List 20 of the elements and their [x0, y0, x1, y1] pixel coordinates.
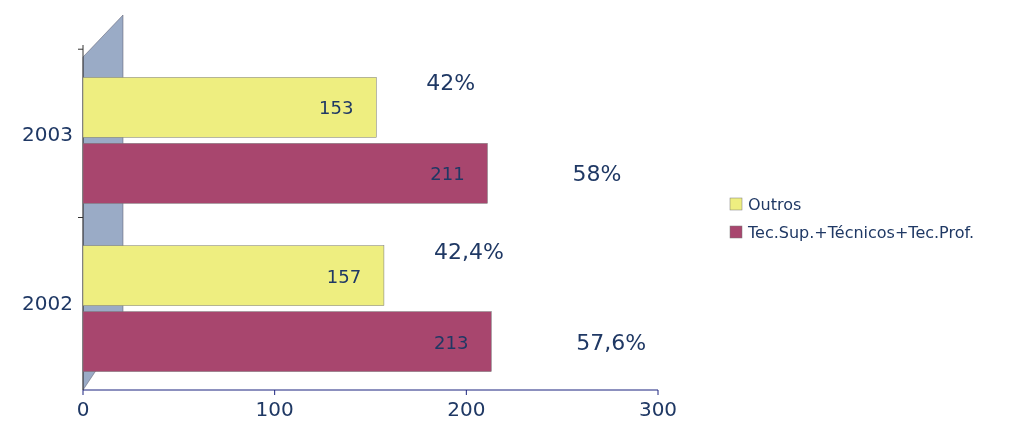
legend-label: Outros	[748, 195, 802, 214]
data-label: 211	[430, 163, 465, 185]
y-tick-label: 2002	[22, 290, 73, 315]
data-label: 153	[319, 97, 354, 119]
annotation: 42,4%	[433, 238, 504, 264]
bar	[82, 77, 377, 138]
x-tick-label: 0	[76, 397, 90, 421]
bar	[82, 245, 385, 306]
annotation: 42%	[426, 70, 476, 96]
x-tick-label: 100	[255, 397, 294, 421]
annotation: 58%	[572, 161, 622, 187]
annotation: 57,6%	[576, 329, 647, 355]
data-label: 157	[326, 265, 362, 287]
data-label: 213	[434, 331, 469, 353]
x-tick-label: 200	[447, 397, 486, 421]
y-tick-label: 2003	[22, 122, 73, 147]
legend-label: Tec.Sup.+Técnicos+Tec.Prof.	[747, 223, 975, 242]
x-tick-label: 300	[638, 397, 678, 421]
bar	[82, 143, 488, 204]
bar	[82, 311, 492, 372]
